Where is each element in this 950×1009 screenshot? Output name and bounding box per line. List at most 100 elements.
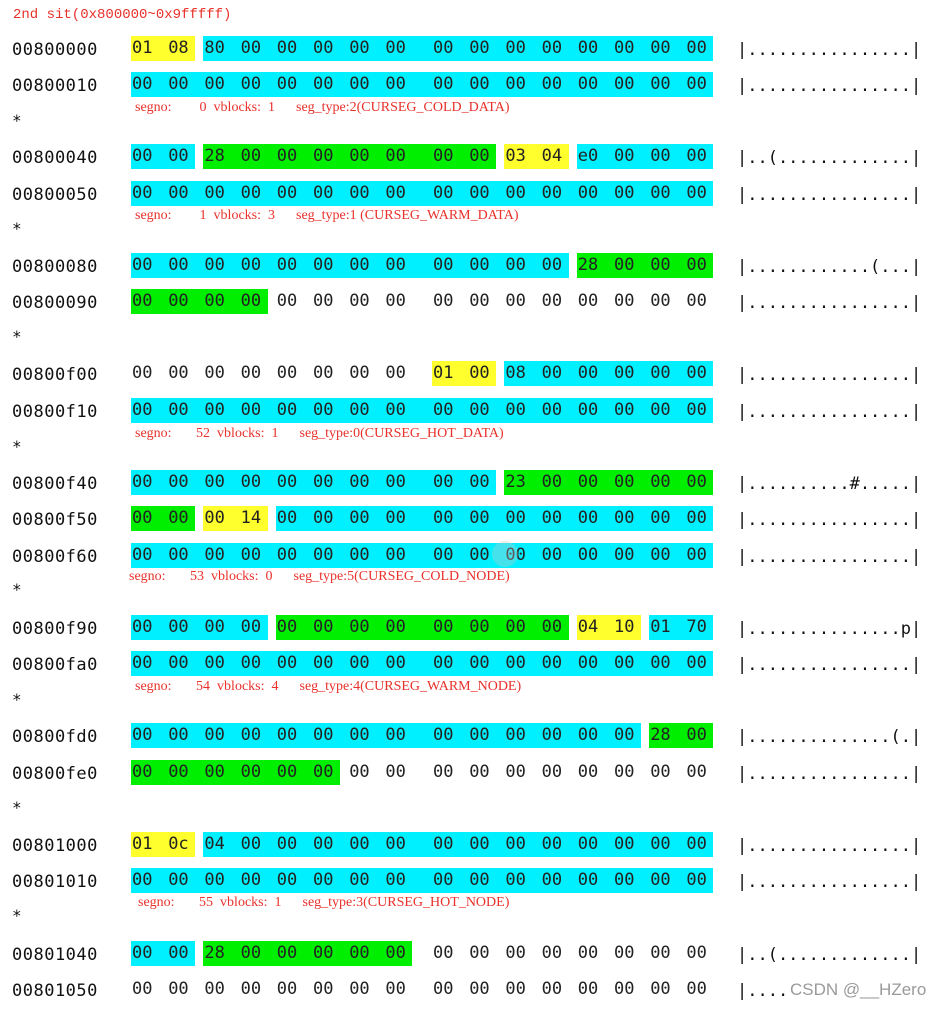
byte-value: 00	[541, 38, 563, 58]
byte-highlight	[203, 832, 413, 857]
dump-row: 00800f60 00 00 00 00 00 00 00 00 00 00 00 00 00 00 00 00…	[0, 539, 950, 575]
dump-row: 00800fd0 00 00 00 00 00 00 00 00 00 00 00 00 00 00 28 00…	[0, 719, 950, 755]
byte-value: 00	[541, 943, 563, 963]
row-address: 00800f10	[12, 402, 98, 422]
byte-value: 00	[433, 979, 454, 999]
byte-value: 00	[541, 74, 563, 94]
byte-value: 01	[132, 834, 153, 854]
row-ascii: |................|	[737, 365, 922, 385]
byte-value: 01	[650, 617, 671, 637]
byte-highlight	[504, 361, 714, 386]
dump-row: 00800f50 00 00 00 14 00 00 00 00 00 00 00 00 00 00 00 00…	[0, 502, 950, 538]
byte-value: 00	[469, 146, 490, 166]
byte-value: 00	[614, 943, 635, 963]
row-ascii: |...............p|	[737, 619, 922, 639]
repeat-marker: *	[12, 219, 22, 238]
dump-row: 00800000 01 08 80 00 00 00 00 00 00 00 00 00 00 00 00 00…	[0, 32, 950, 68]
byte-value: 00	[433, 545, 454, 565]
byte-highlight	[576, 144, 714, 169]
byte-value: 00	[650, 255, 671, 275]
byte-highlight	[203, 144, 413, 169]
byte-value: 00	[541, 291, 563, 311]
byte-value: 00	[168, 508, 189, 528]
byte-value: 00	[469, 943, 490, 963]
byte-highlight	[432, 868, 714, 893]
byte-value: 00	[686, 74, 707, 94]
byte-value: 00	[614, 183, 635, 203]
row-address: 00801040	[12, 945, 98, 965]
byte-value: 00	[505, 400, 526, 420]
byte-value: 00	[577, 74, 599, 94]
byte-value: 00	[650, 74, 671, 94]
byte-value: 00	[168, 943, 189, 963]
byte-highlight	[432, 723, 641, 748]
byte-value: 00	[650, 870, 671, 890]
byte-value: 00	[614, 834, 635, 854]
byte-value: 00	[469, 870, 490, 890]
byte-value: 00	[132, 545, 153, 565]
byte-highlight	[412, 868, 432, 893]
byte-value: 00	[385, 508, 406, 528]
byte-value: 00	[433, 38, 454, 58]
repeat-marker: *	[12, 580, 22, 599]
row-address: 00800fe0	[12, 764, 98, 784]
byte-highlight	[131, 253, 413, 278]
dump-row: 00800fe0 00 00 00 00 00 00 00 00 00 00 00 00 00 00 00 00…	[0, 756, 950, 792]
byte-value: 00	[686, 363, 707, 383]
byte-value: 00	[240, 183, 262, 203]
byte-value: 00	[505, 291, 526, 311]
byte-value: 00	[541, 363, 563, 383]
byte-value: 00	[505, 653, 526, 673]
byte-value: 00	[385, 183, 406, 203]
row-ascii: |..........#.....|	[737, 474, 922, 494]
byte-value: 00	[276, 508, 298, 528]
byte-value: 00	[614, 472, 635, 492]
byte-value: 00	[313, 400, 334, 420]
byte-value: 00	[433, 725, 454, 745]
byte-value: 00	[168, 363, 189, 383]
byte-highlight	[131, 543, 413, 568]
byte-value: 0c	[168, 834, 189, 854]
byte-value: 00	[433, 834, 454, 854]
byte-value: 03	[505, 146, 526, 166]
byte-value: 00	[686, 725, 707, 745]
row-ascii: |................|	[737, 836, 922, 856]
byte-value: 00	[204, 762, 225, 782]
byte-value: 00	[469, 38, 490, 58]
byte-value: 00	[650, 653, 671, 673]
byte-value: 00	[577, 38, 599, 58]
byte-value: 28	[204, 943, 225, 963]
byte-highlight	[504, 470, 714, 495]
byte-value: 00	[349, 617, 370, 637]
byte-value: 00	[132, 508, 153, 528]
byte-value: 00	[132, 291, 153, 311]
byte-value: 00	[385, 834, 406, 854]
byte-value: 70	[686, 617, 707, 637]
byte-value: 00	[385, 472, 406, 492]
byte-value: 00	[385, 38, 406, 58]
byte-value: 00	[614, 653, 635, 673]
byte-value: 00	[469, 653, 490, 673]
byte-highlight	[131, 615, 268, 640]
byte-value: 00	[541, 400, 563, 420]
dump-row: 00801040 00 00 28 00 00 00 00 00 00 00 00 00 00 00 00 00…	[0, 937, 950, 973]
byte-value: 08	[505, 363, 526, 383]
byte-value: 00	[650, 183, 671, 203]
byte-value: 00	[686, 834, 707, 854]
byte-highlight	[131, 144, 196, 169]
dump-row: 00800080 00 00 00 00 00 00 00 00 00 00 00 00 28 00 00 00…	[0, 249, 950, 285]
byte-value: 00	[385, 255, 406, 275]
row-ascii: |................|	[737, 185, 922, 205]
dump-row: 00800f00 00 00 00 00 00 00 00 00 01 00 08 00 00 00 00 00…	[0, 357, 950, 393]
byte-value: 00	[168, 617, 189, 637]
byte-value: 00	[276, 74, 298, 94]
byte-value: 00	[433, 183, 454, 203]
byte-value: 00	[385, 979, 406, 999]
byte-value: 00	[276, 255, 298, 275]
byte-value: 00	[469, 472, 490, 492]
byte-value: 00	[349, 38, 370, 58]
row-ascii: |................|	[737, 764, 922, 784]
dump-row: 00800050 00 00 00 00 00 00 00 00 00 00 00 00 00 00 00 00…	[0, 177, 950, 213]
byte-value: 00	[204, 183, 225, 203]
byte-highlight	[432, 506, 714, 531]
